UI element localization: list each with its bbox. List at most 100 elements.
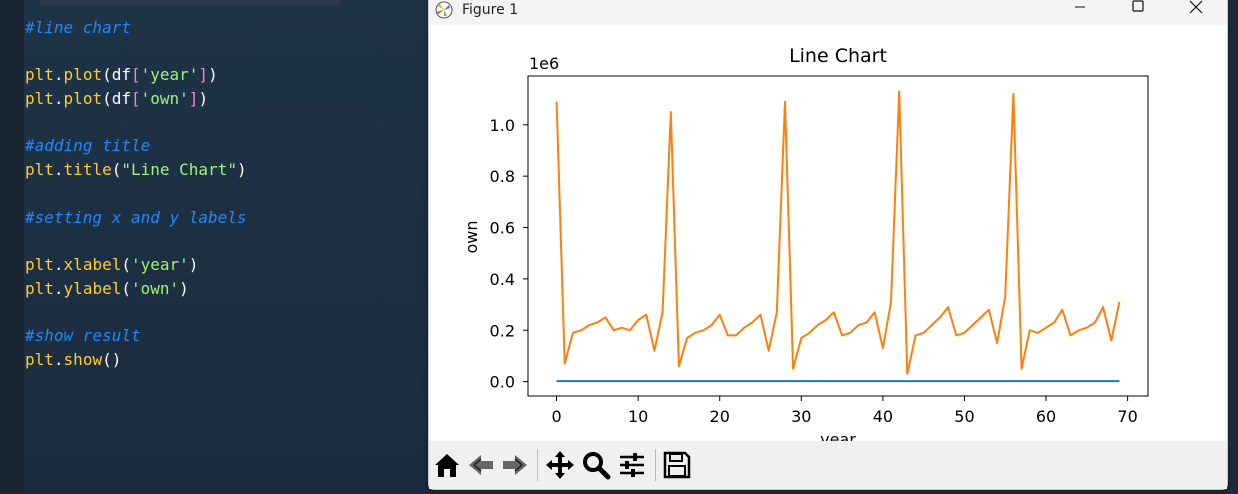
code-token: show <box>63 349 103 369</box>
editor-gutter <box>0 0 24 494</box>
code-token: (df <box>102 65 131 85</box>
code-line: #line chart <box>25 16 247 40</box>
zoom-icon <box>583 452 611 480</box>
code-line: plt.plot(df['year']) <box>25 63 247 87</box>
code-line: #show result <box>25 324 247 348</box>
code-block[interactable]: #line chart plt.plot(df['year']) plt.plot… <box>25 16 247 371</box>
code-line: #setting x and y labels <box>25 206 247 230</box>
code-token: ] <box>188 89 199 109</box>
x-tick-label: 60 <box>1036 407 1056 426</box>
code-token: plot <box>63 89 103 109</box>
code-token: ) <box>179 278 189 298</box>
y-tick-label: 0.8 <box>490 167 515 186</box>
code-token: plt <box>25 254 54 274</box>
code-token: . <box>53 254 64 274</box>
configure-subplots-icon <box>620 453 644 477</box>
code-token: plt <box>25 89 54 109</box>
code-token: plt <box>25 160 54 180</box>
code-token: ( <box>121 278 131 298</box>
code-token: . <box>53 89 64 109</box>
code-comment: #adding title <box>25 136 151 156</box>
zoom-button[interactable] <box>580 449 612 481</box>
x-tick-label: 0 <box>551 407 561 426</box>
series-own-line <box>555 90 1121 375</box>
save-button[interactable] <box>661 449 693 481</box>
x-tick-label: 70 <box>1117 407 1137 426</box>
close-button[interactable] <box>1167 0 1225 21</box>
code-token: xlabel <box>63 254 122 274</box>
code-token: "Line Chart" <box>121 160 237 180</box>
plot-canvas[interactable]: Line Chart 1e6 0.0 0.2 0.4 0.6 0.8 1.0 0 10 20 3… <box>429 25 1227 449</box>
code-token: ) <box>198 89 209 109</box>
home-icon <box>435 454 459 477</box>
code-line <box>25 300 247 324</box>
code-line: plt.xlabel('year') <box>25 253 247 277</box>
home-button[interactable] <box>431 449 463 481</box>
code-token: (df <box>102 89 131 109</box>
back-button[interactable] <box>465 449 497 481</box>
code-token: . <box>53 349 64 369</box>
window-title: Figure 1 <box>462 2 519 18</box>
code-token: ) <box>236 160 247 180</box>
code-token: title <box>63 160 112 180</box>
code-token: . <box>53 65 64 85</box>
chart-title: Line Chart <box>789 45 887 67</box>
toolbar-separator <box>537 449 538 481</box>
code-token: [ <box>130 65 141 85</box>
code-token: [ <box>130 89 141 109</box>
x-axis-label: year <box>820 430 856 441</box>
close-icon <box>1189 0 1203 14</box>
code-token: ( <box>121 254 131 274</box>
y-tick-label: 0.2 <box>490 321 515 340</box>
line-chart: Line Chart 1e6 0.0 0.2 0.4 0.6 0.8 1.0 0 10 20 3… <box>462 45 1149 449</box>
code-line <box>25 229 247 253</box>
code-token: 'own' <box>130 278 180 298</box>
code-token: ( <box>111 160 122 180</box>
minimize-button[interactable] <box>1051 0 1109 21</box>
code-token: plot <box>63 65 103 85</box>
code-comment: #line chart <box>25 18 131 37</box>
code-editor[interactable]: #line chart plt.plot(df['year']) plt.plot… <box>24 0 428 494</box>
y-offset-label: 1e6 <box>529 54 559 73</box>
code-token: 'year' <box>130 254 189 274</box>
navigation-toolbar <box>429 441 1227 489</box>
code-token: ) <box>188 254 199 274</box>
x-tick-label: 10 <box>628 407 648 426</box>
editor-horizontal-scrollbar[interactable] <box>40 0 340 5</box>
configure-subplots-button[interactable] <box>616 449 648 481</box>
code-token: 'year' <box>140 65 199 85</box>
y-tick-label: 1.0 <box>490 116 515 135</box>
pan-icon <box>546 451 574 479</box>
code-line <box>25 40 247 64</box>
x-tick-label: 50 <box>954 407 974 426</box>
code-line: plt.show() <box>25 348 247 372</box>
matplotlib-app-icon <box>435 1 453 19</box>
y-tick-label: 0.4 <box>490 270 515 289</box>
y-tick-label: 0.0 <box>490 373 515 392</box>
code-token: () <box>102 349 122 369</box>
y-axis-label: own <box>462 220 481 253</box>
pan-button[interactable] <box>544 449 576 481</box>
x-tick-label: 20 <box>710 407 730 426</box>
forward-icon <box>503 455 527 475</box>
maximize-button[interactable] <box>1109 0 1167 21</box>
window-titlebar[interactable]: Figure 1 <box>429 0 1227 25</box>
code-token: . <box>53 160 64 180</box>
minimize-icon <box>1075 6 1085 8</box>
code-line <box>25 111 247 135</box>
axes-frame <box>527 75 1149 397</box>
y-tick-label: 0.6 <box>490 219 515 238</box>
figure-window: Figure 1 Line Chart 1e6 0.0 0.2 0.4 0.6 0.8 1… <box>428 0 1228 490</box>
code-line: #adding title <box>25 134 247 158</box>
code-token: ] <box>198 65 209 85</box>
back-icon <box>469 455 493 475</box>
forward-button[interactable] <box>499 449 531 481</box>
code-token: 'own' <box>140 89 189 109</box>
x-tick-label: 30 <box>791 407 811 426</box>
code-line <box>25 182 247 206</box>
code-token: plt <box>25 278 54 298</box>
code-line: plt.plot(df['own']) <box>25 87 247 111</box>
code-token: plt <box>25 65 54 85</box>
code-comment: #setting x and y labels <box>25 207 247 227</box>
toolbar-separator <box>655 449 656 481</box>
